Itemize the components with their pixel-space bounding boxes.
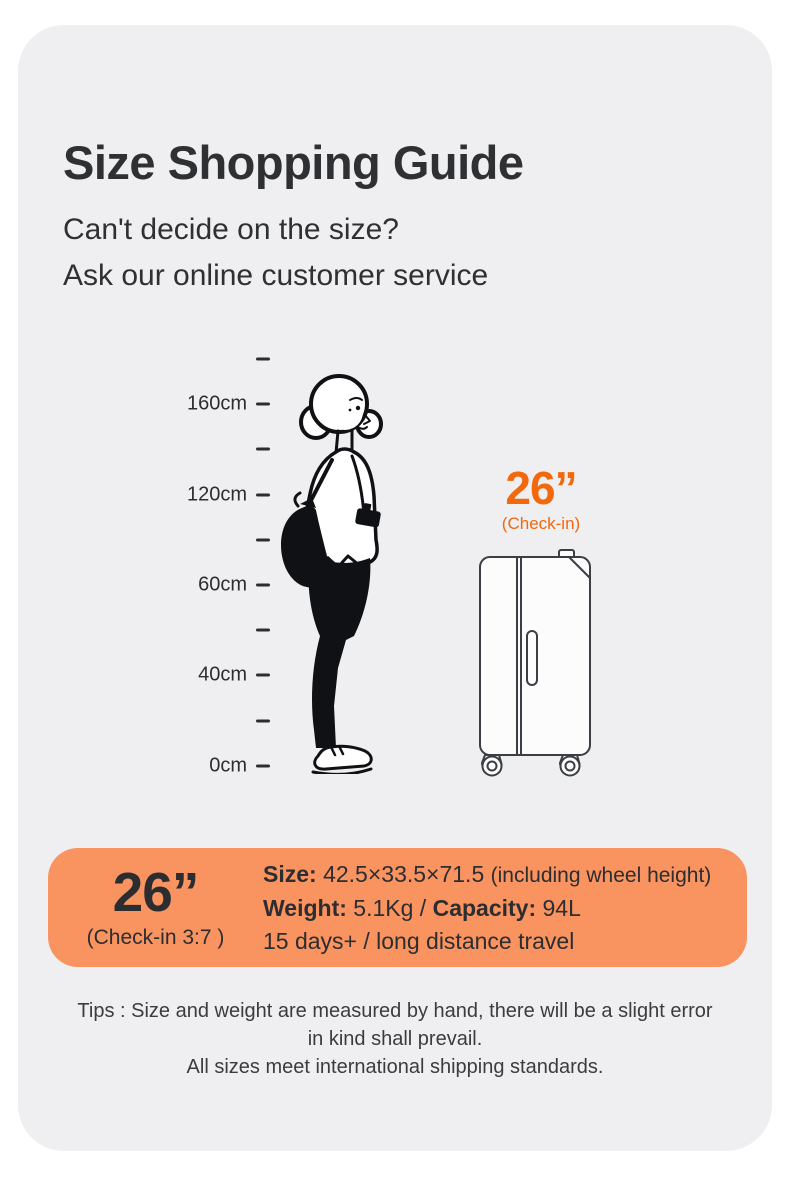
ruler-tick: 160cm	[150, 393, 270, 416]
person-pants	[308, 554, 371, 748]
ruler-tick-label: 120cm	[186, 483, 247, 506]
spec-line-size: Size: 42.5×33.5×71.5 (including wheel he…	[263, 858, 741, 892]
spec-size-type: (Check-in 3:7 )	[86, 926, 225, 949]
ruler-tick-mark	[256, 357, 270, 361]
person-camera-strap	[350, 454, 366, 516]
ruler-tick-mark	[256, 583, 270, 587]
suitcase-body	[479, 556, 591, 756]
spec-size-key: Size:	[263, 860, 317, 887]
person-camera	[355, 503, 381, 528]
subtitle-line-1: Can't decide on the size?	[63, 213, 399, 246]
tips-line-2: in kind shall prevail.	[307, 1028, 483, 1050]
spec-capacity-key: Capacity:	[432, 894, 537, 921]
spec-weight-key: Weight:	[263, 894, 347, 921]
ruler-tick-label: 60cm	[198, 573, 247, 596]
tips-line-1: Tips : Size and weight are measured by h…	[77, 1000, 713, 1022]
ruler-tick-label: 40cm	[198, 663, 247, 686]
ruler-tick-mark	[256, 538, 270, 542]
page-subtitle: Can't decide on the size? Ask our online…	[63, 207, 488, 299]
suitcase-seam	[516, 556, 522, 756]
ruler-tick-mark	[256, 673, 270, 677]
ruler-tick	[150, 719, 270, 723]
ruler-tick: 40cm	[150, 664, 270, 687]
ruler-tick	[150, 538, 270, 542]
suitcase-size-value: 26”	[505, 462, 577, 514]
spec-capacity-value: 94L	[542, 894, 581, 921]
page-title: Size Shopping Guide	[63, 136, 524, 189]
ruler-tick	[150, 357, 270, 361]
ruler-tick	[150, 628, 270, 632]
spec-panel: 26” (Check-in 3:7 ) Size: 42.5×33.5×71.5…	[48, 848, 747, 967]
ruler-tick-label: 0cm	[209, 754, 247, 777]
suitcase-size-label: 26” (Check-in)	[451, 464, 631, 534]
subtitle-line-2: Ask our online customer service	[63, 259, 489, 292]
ruler-tick: 0cm	[150, 755, 270, 778]
ruler-tick: 120cm	[150, 484, 270, 507]
spec-weight-value: 5.1Kg	[353, 894, 414, 921]
spec-size-block: 26” (Check-in 3:7 )	[48, 865, 263, 950]
person-hair	[299, 374, 383, 440]
spec-size-dimensions: 42.5×33.5×71.5	[323, 860, 485, 887]
spec-line-usage: 15 days+ / long distance travel	[263, 927, 575, 954]
ruler-tick	[150, 447, 270, 451]
suitcase-wheels	[481, 754, 581, 777]
ruler-tick-mark	[256, 447, 270, 451]
ruler-tick-mark	[256, 719, 270, 723]
suitcase-handle	[526, 630, 538, 686]
ruler-tick-mark	[256, 493, 270, 497]
spec-size-value: 26”	[112, 861, 200, 923]
person-neck	[334, 428, 354, 455]
tips-line-3: All sizes meet international shipping st…	[186, 1056, 604, 1078]
person-face	[327, 394, 363, 430]
spec-details: Size: 42.5×33.5×71.5 (including wheel he…	[263, 858, 747, 958]
ruler-tick-mark	[256, 628, 270, 632]
suitcase-outline-illustration	[479, 549, 591, 777]
ruler-tick-mark	[256, 764, 270, 768]
spec-line-weight-capacity: Weight: 5.1Kg / Capacity: 94L	[263, 892, 741, 925]
ruler-tick: 60cm	[150, 574, 270, 597]
spec-size-note: (including wheel height)	[490, 863, 712, 887]
suitcase-corner-detail	[568, 556, 591, 579]
ruler-tick-label: 160cm	[186, 392, 247, 415]
suitcase-size-type: (Check-in)	[501, 514, 581, 534]
person-shoe	[311, 744, 373, 774]
person-face-features	[348, 397, 371, 430]
standing-person-illustration	[280, 374, 383, 774]
ruler-tick-mark	[256, 402, 270, 406]
tips-text: Tips : Size and weight are measured by h…	[20, 997, 770, 1081]
spec-separator: /	[419, 894, 427, 921]
